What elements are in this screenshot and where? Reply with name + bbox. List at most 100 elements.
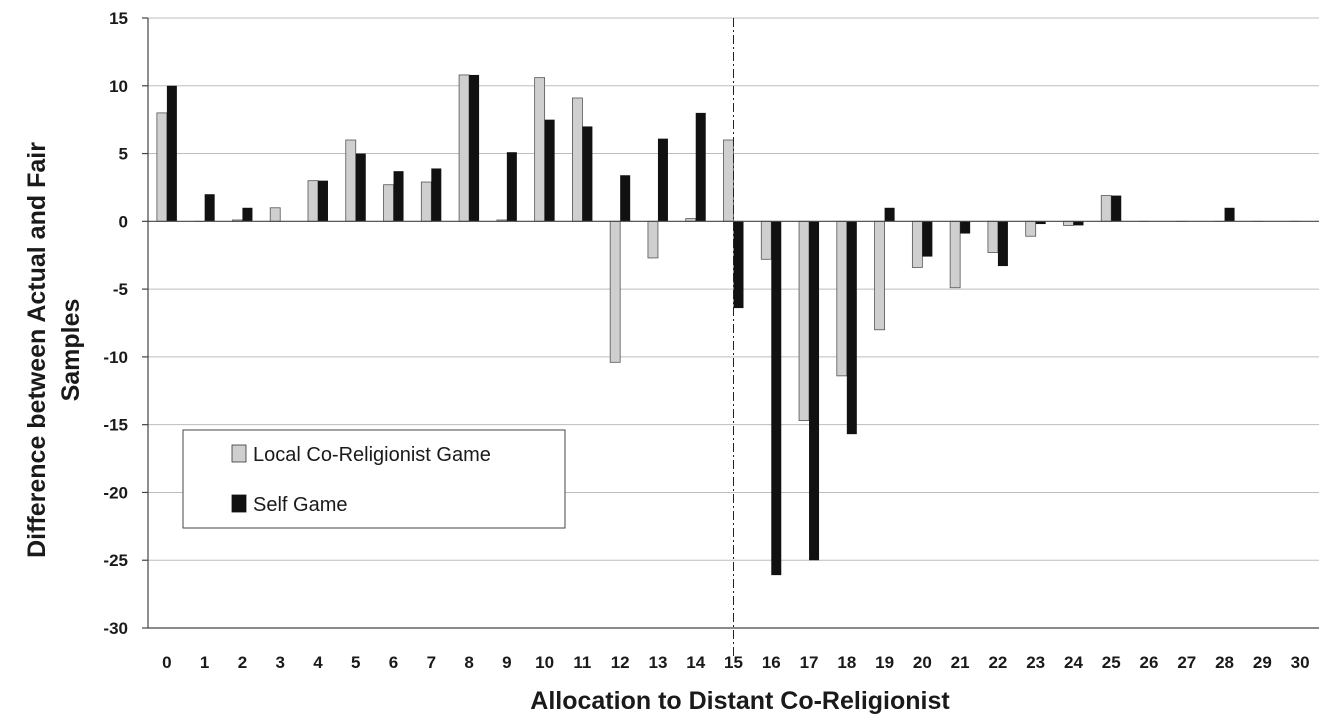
x-tick-label: 18 bbox=[837, 653, 856, 672]
bar-local-19 bbox=[874, 220, 885, 331]
bar-local-7 bbox=[420, 181, 432, 222]
legend-swatch-local bbox=[231, 444, 247, 463]
bar-self-18 bbox=[846, 221, 857, 435]
bar-self-24 bbox=[1073, 221, 1084, 226]
x-tick-label: 4 bbox=[313, 653, 323, 672]
bar-self-0 bbox=[166, 85, 177, 222]
y-tick-label: 10 bbox=[109, 77, 128, 96]
y-tick-label: 0 bbox=[119, 212, 128, 231]
bar-local-20 bbox=[911, 220, 923, 268]
x-tick-label: 6 bbox=[389, 653, 398, 672]
bar-self-1 bbox=[204, 194, 215, 222]
x-tick-label: 27 bbox=[1177, 653, 1196, 672]
x-tick-label: 20 bbox=[913, 653, 932, 672]
x-tick-label: 7 bbox=[427, 653, 436, 672]
bar-self-19 bbox=[884, 207, 895, 222]
bar-self-5 bbox=[355, 153, 366, 222]
bar-self-10 bbox=[544, 119, 555, 222]
y-tick-label: -5 bbox=[113, 280, 128, 299]
legend-swatch-self bbox=[231, 494, 247, 513]
y-tick-label: -15 bbox=[103, 416, 128, 435]
y-tick-label: -25 bbox=[103, 551, 128, 570]
bar-self-11 bbox=[582, 126, 593, 222]
bar-self-16 bbox=[771, 221, 782, 576]
y-axis-title: Difference between Actual and Fair Sampl… bbox=[23, 142, 85, 558]
x-tick-label: 12 bbox=[611, 653, 630, 672]
x-tick-label: 5 bbox=[351, 653, 360, 672]
bar-self-9 bbox=[506, 152, 517, 222]
y-tick-label: -30 bbox=[103, 619, 128, 638]
bar-self-22 bbox=[997, 221, 1008, 267]
bar-local-3 bbox=[269, 207, 281, 222]
bar-local-15 bbox=[723, 139, 734, 222]
bar-self-17 bbox=[809, 221, 820, 561]
x-tick-label: 22 bbox=[988, 653, 1007, 672]
x-tick-label: 25 bbox=[1102, 653, 1121, 672]
bar-local-25 bbox=[1100, 195, 1112, 222]
bar-local-24 bbox=[1063, 220, 1074, 226]
bar-local-17 bbox=[798, 220, 810, 421]
bar-self-25 bbox=[1111, 195, 1122, 222]
x-tick-label: 15 bbox=[724, 653, 743, 672]
bar-self-8 bbox=[469, 74, 480, 222]
x-tick-label: 23 bbox=[1026, 653, 1045, 672]
x-tick-label: 3 bbox=[275, 653, 284, 672]
bar-local-11 bbox=[572, 97, 583, 222]
bar-self-13 bbox=[657, 138, 668, 222]
x-tick-label: 17 bbox=[800, 653, 819, 672]
legend-label-self: Self Game bbox=[253, 494, 347, 516]
bar-self-20 bbox=[922, 221, 933, 257]
x-tick-label: 29 bbox=[1253, 653, 1272, 672]
x-tick-label: 21 bbox=[951, 653, 970, 672]
bar-local-8 bbox=[458, 74, 470, 222]
bar-local-0 bbox=[156, 112, 168, 222]
bar-self-21 bbox=[960, 221, 971, 234]
y-tick-label: 5 bbox=[119, 145, 128, 164]
x-tick-label: 10 bbox=[535, 653, 554, 672]
bar-self-4 bbox=[317, 180, 328, 222]
y-axis-title-line-2: Samples bbox=[57, 299, 85, 402]
y-tick-label: -20 bbox=[103, 483, 128, 502]
bar-self-7 bbox=[431, 168, 442, 222]
bar-self-12 bbox=[620, 175, 631, 222]
bar-local-16 bbox=[760, 220, 772, 260]
bar-local-22 bbox=[987, 220, 999, 253]
bar-local-21 bbox=[949, 220, 961, 289]
x-tick-label: 28 bbox=[1215, 653, 1234, 672]
bar-self-2 bbox=[242, 207, 253, 222]
y-tick-label: 15 bbox=[109, 9, 128, 28]
bar-self-23 bbox=[1035, 221, 1046, 225]
bar-local-5 bbox=[345, 139, 357, 222]
x-tick-label: 11 bbox=[573, 653, 591, 672]
x-tick-label: 24 bbox=[1064, 653, 1083, 672]
x-axis-title: Allocation to Distant Co-Religionist bbox=[530, 687, 950, 715]
x-tick-label: 30 bbox=[1291, 653, 1310, 672]
bar-local-6 bbox=[383, 184, 394, 222]
y-axis-title-line-1: Difference between Actual and Fair bbox=[23, 142, 51, 558]
bar-self-6 bbox=[393, 171, 404, 222]
bar-local-13 bbox=[647, 220, 659, 259]
bar-local-12 bbox=[609, 220, 621, 363]
x-tick-label: 1 bbox=[200, 653, 209, 672]
legend-label-local: Local Co-Religionist Game bbox=[253, 444, 491, 466]
y-tick-label: -10 bbox=[103, 348, 128, 367]
bar-self-28 bbox=[1224, 207, 1235, 222]
legend-box bbox=[182, 429, 566, 529]
bar-local-23 bbox=[1025, 220, 1037, 237]
axes bbox=[142, 17, 1319, 656]
bar-self-15 bbox=[733, 221, 744, 309]
bar-local-4 bbox=[307, 180, 319, 222]
x-tick-label: 13 bbox=[648, 653, 667, 672]
x-tick-label: 14 bbox=[686, 653, 705, 672]
x-tick-label: 0 bbox=[162, 653, 171, 672]
x-tick-label: 19 bbox=[875, 653, 894, 672]
x-tick-label: 8 bbox=[464, 653, 473, 672]
bar-self-14 bbox=[695, 112, 706, 222]
legend: Local Co-Religionist Game Self Game bbox=[182, 429, 566, 529]
x-tick-label: 2 bbox=[238, 653, 247, 672]
bar-local-10 bbox=[534, 77, 546, 222]
x-tick-label: 16 bbox=[762, 653, 781, 672]
bar-local-18 bbox=[836, 220, 848, 377]
